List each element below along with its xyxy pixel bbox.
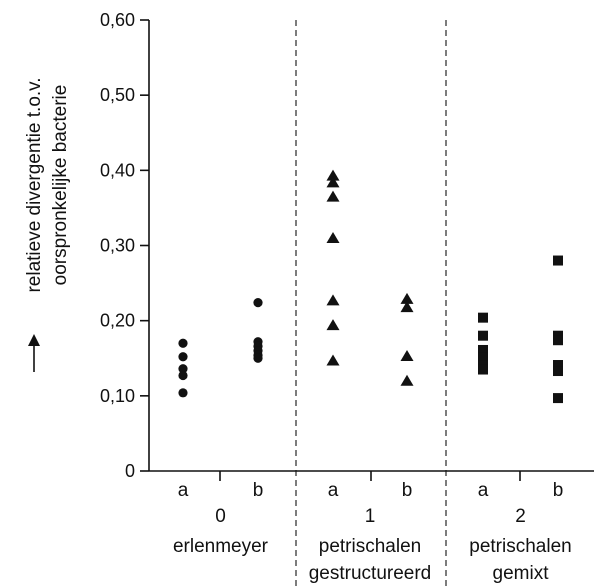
data-point-circle [178,388,188,398]
y-tick-label: 0 [125,461,135,481]
y-tick-label: 0,50 [100,85,135,105]
data-point-square [478,352,488,363]
data-point-square [553,255,563,266]
x-subgroup-label: b [553,480,564,501]
data-point-square [478,364,488,375]
x-group-number: 1 [365,506,376,527]
data-point-triangle [326,176,340,188]
data-point-circle [178,364,188,374]
x-group-name: petrischalen [469,536,571,557]
x-subgroup-label: a [478,480,489,501]
y-axis-title-text-1: relatieve divergentie t.o.v. [24,77,45,292]
x-subgroup-label: a [328,480,339,501]
data-point-circle [178,338,188,348]
data-point-square [478,330,488,341]
x-group-name: petrischalen [319,536,421,557]
x-subgroup-label: a [178,480,189,501]
y-axis: 0 0,10 0,20 0,30 0,40 0,50 0,60 [100,10,150,481]
data-point-triangle [326,354,340,366]
y-axis-arrow-head-icon [28,334,40,346]
y-tick-label: 0,30 [100,236,135,256]
data-point-triangle [326,169,340,181]
x-subgroup-label: b [402,480,413,501]
y-tick-label: 0,20 [100,311,135,331]
data-point-circle [253,353,263,363]
x-group-name: gestructureerd [309,563,432,584]
y-tick-label: 0,40 [100,160,135,180]
group-dividers [295,20,447,586]
y-axis-title: relatieve divergentie t.o.v. oorspronkeli… [24,77,71,372]
data-point-triangle [400,349,414,361]
data-point-triangle [326,319,340,331]
data-point-square [553,366,563,377]
y-tick-label: 0,10 [100,386,135,406]
data-point-circle [253,298,263,308]
y-axis-title-line-1: relatieve divergentie t.o.v. [24,77,45,292]
x-group-number: 0 [215,506,226,527]
y-axis-title-line-2: oorspronkelijke bacterie [50,85,71,286]
y-tick-label: 0,60 [100,10,135,30]
data-point-triangle [400,374,414,386]
data-point-circle [178,370,188,381]
x-group-number: 2 [515,506,526,527]
data-point-square [553,360,563,371]
x-axis: a b 0 erlenmeyer a b 1 petrischalen gestructuree… [149,470,594,584]
data-point-square [478,344,488,355]
x-group-name: gemixt [493,563,550,584]
data-point-circle [178,352,188,362]
data-point-triangle [326,231,340,243]
data-point-triangle [400,292,414,304]
data-point-triangle [400,301,414,313]
y-axis-title-text-2: oorspronkelijke bacterie [50,85,71,286]
data-point-triangle [326,294,340,306]
x-group-name: erlenmeyer [173,536,269,557]
x-subgroup-label: b [253,480,264,501]
data-point-triangle [326,190,340,202]
data-point-square [553,335,563,346]
data-point-square [553,393,563,404]
data-points [178,169,563,404]
data-point-square [478,312,488,323]
